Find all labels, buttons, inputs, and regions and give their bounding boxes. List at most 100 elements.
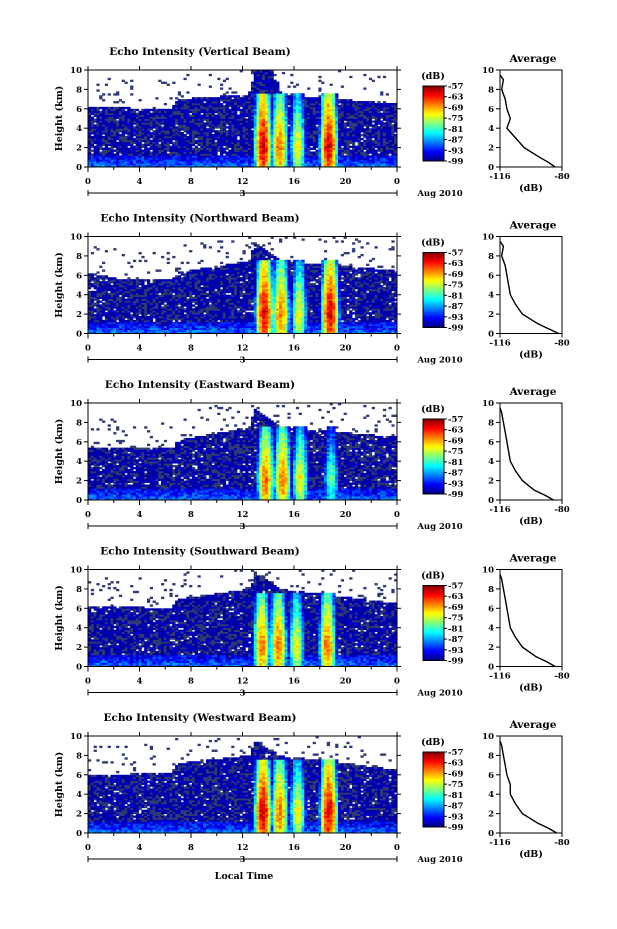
heatmap-cell <box>102 148 105 150</box>
heatmap-cell <box>175 126 178 128</box>
heatmap-cell <box>141 109 144 111</box>
heatmap-cell <box>108 93 111 95</box>
heatmap-cell <box>127 107 130 109</box>
heatmap-cell <box>158 144 161 146</box>
heatmap-cell <box>167 153 170 155</box>
heatmap-cell <box>214 97 217 99</box>
heatmap-cell <box>102 99 105 101</box>
heatmap-cell <box>161 126 164 128</box>
heatmap-cell <box>181 132 184 134</box>
panel-title: Echo Intensity (Vertical Beam) <box>109 46 290 58</box>
heatmap-cell <box>189 115 192 117</box>
heatmap-cell <box>203 97 206 99</box>
heatmap-cell <box>181 95 184 97</box>
heatmap-cell <box>226 126 229 128</box>
heatmap-cell <box>189 99 192 101</box>
heatmap-cell <box>113 150 116 152</box>
heatmap-cell <box>127 148 130 150</box>
heatmap-cell <box>136 109 139 111</box>
heatmap-cell <box>102 136 105 138</box>
heatmap-cell <box>144 109 147 111</box>
heatmap-cell <box>150 151 153 153</box>
heatmap-cell <box>223 148 226 150</box>
heatmap-cell <box>150 140 153 142</box>
heatmap-cell <box>122 107 125 109</box>
heatmap-cell <box>119 155 122 157</box>
heatmap-cell <box>91 117 94 119</box>
panel-1: Echo Intensity (Vertical Beam)0246810Hei… <box>54 46 570 199</box>
heatmap-cell <box>217 130 220 132</box>
heatmap-cell <box>164 82 167 84</box>
heatmap-cell <box>169 97 172 99</box>
heatmap-cell <box>175 101 178 103</box>
heatmap-cell <box>217 97 220 99</box>
heatmap-cell <box>200 97 203 99</box>
heatmap-cell <box>139 111 142 113</box>
heatmap-cell <box>186 99 189 101</box>
heatmap-cell <box>141 144 144 146</box>
heatmap-cell <box>94 107 97 109</box>
heatmap-cell <box>228 150 231 152</box>
heatmap-cell <box>94 146 97 148</box>
heatmap-cell <box>113 101 116 103</box>
heatmap-cell <box>226 78 229 80</box>
heatmap-cell <box>113 153 116 155</box>
heatmap-cell <box>99 151 102 153</box>
heatmap-cell <box>220 95 223 97</box>
heatmap-cell <box>133 146 136 148</box>
heatmap-cell <box>164 103 167 105</box>
heatmap-cell <box>125 136 128 138</box>
heatmap-cell <box>214 142 217 144</box>
heatmap-cell <box>153 130 156 132</box>
heatmap-cell <box>96 107 99 109</box>
heatmap-cell <box>212 134 215 136</box>
heatmap-cell <box>122 101 125 103</box>
heatmap-cell <box>94 124 97 126</box>
heatmap-cell <box>94 119 97 121</box>
heatmap-cell <box>172 142 175 144</box>
heatmap-cell <box>153 107 156 109</box>
heatmap-cell <box>184 134 187 136</box>
heatmap-cell <box>116 107 119 109</box>
heatmap-cell <box>99 107 102 109</box>
heatmap-cell <box>91 150 94 152</box>
heatmap-cell <box>125 107 128 109</box>
heatmap-cell <box>214 130 217 132</box>
heatmap-cell <box>139 99 142 101</box>
heatmap-cell <box>186 74 189 76</box>
heatmap-cell <box>192 97 195 99</box>
panels-group: Echo Intensity (Vertical Beam)0246810Hei… <box>54 46 570 865</box>
heatmap-cell <box>113 93 116 95</box>
heatmap-cell <box>147 148 150 150</box>
heatmap-cell <box>133 126 136 128</box>
heatmap-cell <box>217 78 220 80</box>
heatmap-cell <box>150 109 153 111</box>
heatmap-cell <box>158 80 161 82</box>
heatmap-cell <box>206 97 209 99</box>
heatmap-cell <box>172 105 175 107</box>
heatmap-cell <box>209 74 212 76</box>
heatmap-cell <box>122 80 125 82</box>
heatmap-cell <box>105 84 108 86</box>
heatmap-cell <box>155 97 158 99</box>
heatmap-cell <box>96 89 99 91</box>
heatmap-cell <box>178 99 181 101</box>
heatmap-cell <box>158 109 161 111</box>
heatmap-cell <box>223 93 226 95</box>
heatmap-cell <box>150 132 153 134</box>
heatmap-cell <box>130 93 133 95</box>
heatmap-cell <box>116 120 119 122</box>
heatmap-cell <box>178 91 181 93</box>
heatmap-cell <box>164 109 167 111</box>
heatmap-cell <box>130 80 133 82</box>
heatmap-cell <box>99 95 102 97</box>
heatmap-cell <box>102 107 105 109</box>
heatmap-cell <box>161 82 164 84</box>
figure-canvas: Echo Intensity (Vertical Beam)0246810Hei… <box>0 0 617 929</box>
heatmap-cell <box>136 113 139 115</box>
heatmap-cell <box>102 93 105 95</box>
heatmap-cell <box>226 95 229 97</box>
heatmap-cell <box>110 107 113 109</box>
heatmap-cell <box>206 128 209 130</box>
heatmap-cell <box>217 155 220 157</box>
